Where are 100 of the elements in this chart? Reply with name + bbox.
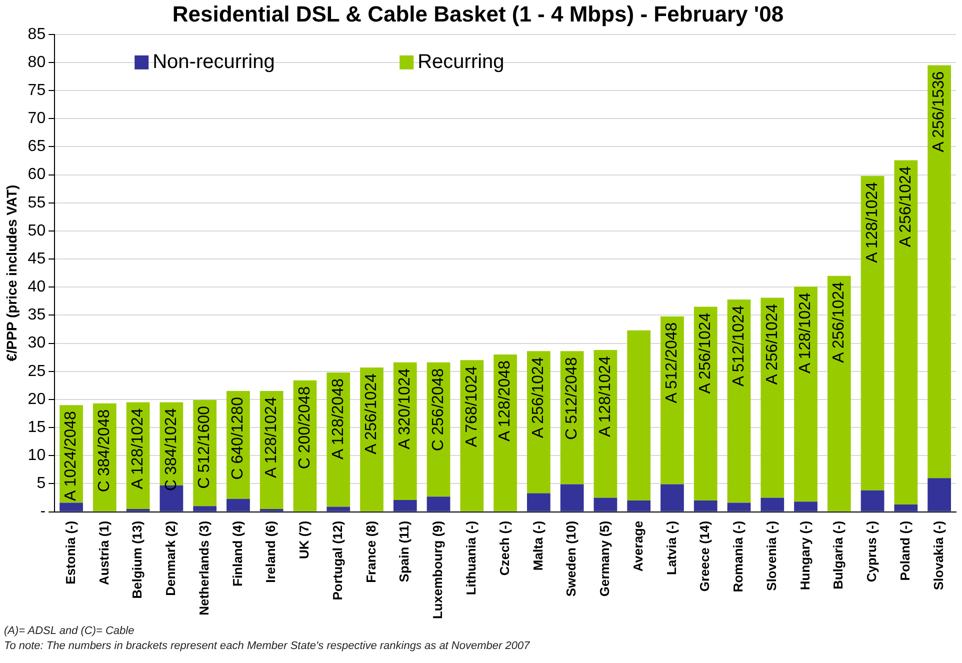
x-tick-label: UK (7) — [296, 520, 312, 560]
y-tick-label: 40 — [28, 278, 46, 296]
annotation: A 128/2048 — [496, 360, 514, 442]
y-tick-label: 50 — [28, 222, 46, 240]
bar — [760, 498, 784, 512]
bar — [860, 490, 884, 512]
annotation: A 256/1024 — [363, 373, 380, 454]
annotation: C 384/2048 — [96, 409, 114, 492]
annotation: C 384/1024 — [162, 408, 180, 491]
y-tick-label: 45 — [28, 250, 46, 268]
annotation: A 256/1024 — [530, 357, 548, 438]
annotation: A 768/1024 — [463, 366, 480, 448]
annotation: A 256/1024 — [764, 304, 781, 385]
y-tick-label: 5 — [36, 475, 46, 492]
x-tick-label: France (8) — [363, 520, 378, 583]
annotation: A 512/2048 — [664, 322, 681, 404]
annotation: C 256/2048 — [430, 368, 447, 452]
annotation: C 640/1280 — [230, 396, 247, 480]
annotation: C 512/1600 — [196, 406, 214, 489]
x-tick-label: Romania (-) — [730, 520, 746, 592]
bar — [393, 500, 417, 512]
annotation: A 320/1024 — [396, 368, 414, 450]
y-tick-label: 65 — [28, 138, 46, 156]
x-tick-label: Spain (11) — [396, 520, 412, 582]
y-tick-label: 80 — [28, 54, 46, 71]
bar — [594, 498, 618, 512]
x-tick-label: Hungary (-) — [797, 520, 812, 590]
bar — [193, 506, 217, 512]
bar — [860, 176, 884, 490]
x-tick-label: Greece (14) — [697, 520, 712, 592]
legend-label: Non-recurring — [152, 50, 275, 73]
x-tick-label: Ireland (6) — [263, 520, 278, 583]
y-tick-label: 85 — [28, 26, 46, 43]
y-tick-label: 10 — [28, 447, 46, 464]
bar — [60, 502, 83, 512]
x-tick-label: Denmark (2) — [163, 520, 178, 596]
annotation: A 128/1024 — [797, 292, 814, 374]
bar — [694, 500, 718, 512]
x-tick-label: Poland (-) — [898, 520, 912, 581]
bar — [560, 484, 584, 512]
bar — [494, 354, 517, 512]
bar — [627, 330, 651, 501]
annotation: A 128/1024 — [129, 408, 146, 490]
bar — [126, 508, 150, 512]
annotation: A 128/1024 — [263, 396, 280, 478]
y-tick-label: 60 — [28, 166, 46, 184]
bar — [694, 306, 718, 501]
bar — [627, 500, 651, 512]
y-tick-label: 15 — [28, 418, 46, 436]
y-tick-label: 20 — [28, 390, 46, 408]
x-tick-label: Slovakia (-) — [930, 520, 946, 590]
bar — [794, 286, 818, 502]
x-tick-label: Cyprus (-) — [864, 520, 880, 582]
y-tick-label: - — [40, 503, 46, 520]
y-tick-label: 55 — [28, 194, 46, 212]
bar — [727, 299, 751, 503]
annotation: C 200/2048 — [296, 386, 314, 470]
annotation: A 128/2048 — [330, 378, 347, 460]
y-tick-label: 75 — [28, 82, 46, 99]
bar — [928, 65, 951, 478]
text: To note: The numbers in brackets represent each Member State's respective rankings as at November 2007 — [4, 639, 530, 654]
x-tick-label: Luxembourg (9) — [430, 520, 446, 620]
x-tick-label: Austria (1) — [96, 520, 112, 586]
x-tick-label: Estonia (-) — [62, 520, 78, 584]
bar — [226, 498, 250, 512]
x-tick-label: Lithuania (-) — [463, 520, 478, 596]
annotation: A 512/1024 — [730, 305, 748, 386]
bar — [660, 484, 684, 512]
annotation: A 256/1024 — [830, 282, 848, 363]
annotation: A 256/1024 — [697, 312, 714, 394]
x-tick-label: Malta (-) — [530, 520, 546, 571]
y-tick-label: 35 — [28, 306, 46, 324]
legend-label: Recurring — [418, 50, 504, 73]
x-tick-label: Average — [630, 520, 646, 572]
bar — [260, 508, 284, 512]
bar — [727, 502, 751, 512]
annotation: A 256/1536 — [930, 71, 948, 152]
x-tick-label: Belgium (13) — [130, 520, 145, 599]
y-tick-label: 30 — [28, 334, 46, 352]
annotation: A 128/1024 — [864, 182, 881, 263]
bar — [460, 360, 484, 512]
y-tick-label: 70 — [28, 110, 46, 128]
x-tick-label: Netherlands (3) — [196, 520, 212, 616]
x-tick-label: Portugal (12) — [330, 520, 345, 600]
annotation: A 128/1024 — [596, 356, 614, 437]
x-tick-label: Sweden (10) — [564, 520, 579, 597]
bar — [794, 502, 818, 512]
bar — [660, 316, 684, 484]
bar — [894, 160, 918, 504]
x-tick-label: Bulgaria (-) — [830, 520, 846, 590]
bar — [426, 496, 450, 512]
x-tick-label: Latvia (-) — [664, 520, 679, 575]
bar — [928, 478, 951, 512]
x-tick-label: Czech (-) — [496, 520, 512, 576]
bar — [760, 298, 784, 498]
bar — [326, 506, 350, 512]
y-axis-title: €/PPP (price includes VAT) — [3, 184, 20, 362]
bar — [827, 276, 851, 512]
x-tick-label: Finland (4) — [230, 520, 245, 586]
y-tick-label: 25 — [28, 362, 46, 380]
